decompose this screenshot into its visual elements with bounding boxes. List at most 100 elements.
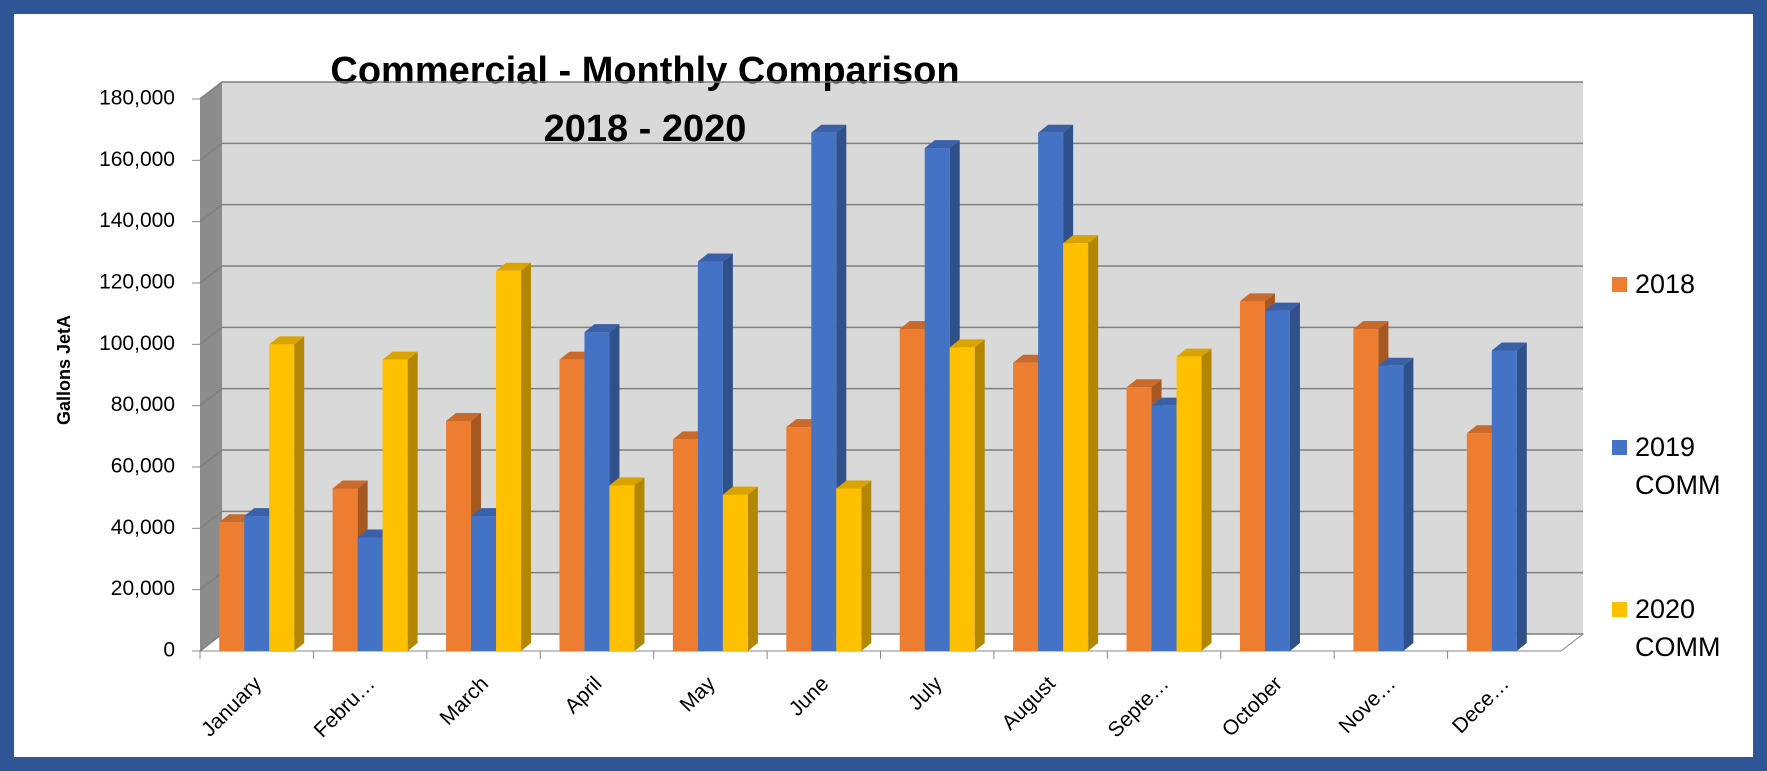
left-wall <box>200 82 222 651</box>
bar <box>1151 405 1177 651</box>
bar <box>811 132 837 651</box>
bar <box>722 494 748 651</box>
bar-side <box>861 480 872 651</box>
legend-label: 2018 <box>1635 269 1696 299</box>
bar-side <box>1201 348 1212 651</box>
bar <box>1239 301 1265 651</box>
y-axis-title: Gallons JetA <box>54 315 74 425</box>
bar-top <box>1239 293 1275 302</box>
y-tick-label: 40,000 <box>111 516 175 539</box>
bar-side <box>974 339 985 651</box>
grid-line-side <box>199 142 223 161</box>
bar-top <box>1176 348 1212 357</box>
bar-top <box>697 253 733 262</box>
bar <box>559 359 585 651</box>
grid-line-side <box>199 572 223 591</box>
grid-line-side <box>199 326 223 345</box>
bar-side <box>747 486 758 651</box>
bar <box>1466 433 1492 651</box>
bar <box>1038 132 1064 651</box>
bar <box>1353 329 1379 651</box>
bar-top <box>1264 302 1300 311</box>
bar <box>446 421 472 651</box>
bar <box>949 347 975 651</box>
y-tick-label: 60,000 <box>111 455 175 478</box>
legend-item: 2019 COMM <box>1612 428 1735 504</box>
legend-item: 2018 <box>1612 265 1735 303</box>
grid-line-side <box>199 633 223 652</box>
bar <box>1176 356 1202 651</box>
bar-side <box>407 351 418 651</box>
bar <box>357 537 383 651</box>
bar <box>244 516 270 651</box>
grid-line-side <box>199 265 223 284</box>
bar <box>609 485 635 651</box>
y-tick-label: 160,000 <box>99 148 175 171</box>
y-tick-label: 140,000 <box>99 209 175 232</box>
bar-top <box>446 413 482 421</box>
legend-swatch <box>1612 602 1627 617</box>
bar-top <box>1063 235 1099 244</box>
bar-side <box>1088 235 1099 651</box>
y-tick-label: 120,000 <box>99 271 175 294</box>
bar <box>786 427 812 651</box>
bar <box>1378 365 1404 651</box>
legend-swatch <box>1612 440 1627 455</box>
bar <box>332 488 358 651</box>
bar <box>1126 387 1152 651</box>
y-tick-label: 100,000 <box>99 332 175 355</box>
bar-top <box>924 140 960 149</box>
grid-line-side <box>199 388 223 407</box>
bar <box>836 488 862 651</box>
bar-top <box>1491 342 1527 351</box>
bar <box>496 270 522 651</box>
bar-side <box>1289 302 1300 651</box>
legend-label: 2019 COMM <box>1635 432 1721 500</box>
y-tick-label: 0 <box>163 639 175 662</box>
y-tick-label: 20,000 <box>111 577 175 600</box>
grid-line-side <box>199 449 223 468</box>
bar-top <box>1353 321 1389 329</box>
bar-top <box>609 477 645 486</box>
bar <box>697 261 723 651</box>
bar-top <box>949 339 985 348</box>
legend-label: 2020 COMM <box>1635 594 1721 662</box>
bar-top <box>496 262 532 271</box>
bar-top <box>722 486 758 495</box>
grid-line-side <box>199 204 223 223</box>
bar <box>269 344 295 651</box>
legend-swatch <box>1612 277 1627 292</box>
bar-top <box>1038 124 1074 133</box>
bar <box>1013 362 1039 651</box>
bar-top <box>1378 357 1414 366</box>
bar <box>924 148 950 652</box>
chart-title: Commercial - Monthly Comparison <box>330 50 959 92</box>
bar <box>382 359 408 651</box>
bar-top <box>332 480 368 489</box>
bar-side <box>521 262 532 651</box>
y-tick-label: 180,000 <box>99 87 175 110</box>
bar-side <box>1403 357 1414 651</box>
bar-side <box>294 336 305 651</box>
bar-top <box>584 324 620 333</box>
bar <box>584 332 610 651</box>
bar <box>1264 310 1290 651</box>
bar <box>1491 350 1517 651</box>
grid-line-side <box>199 81 223 100</box>
bar-top <box>1126 379 1162 388</box>
legend-item: 2020 COMM <box>1612 590 1735 666</box>
bar-top <box>269 336 305 345</box>
grid-line-side <box>199 510 223 529</box>
bar-side <box>1516 342 1527 651</box>
bar <box>471 516 497 651</box>
bar <box>219 522 245 651</box>
bar-side <box>634 477 645 651</box>
bar-top <box>836 480 872 489</box>
bar <box>1063 243 1089 651</box>
bar <box>672 439 698 651</box>
bar <box>899 329 925 651</box>
bar-top <box>811 124 847 133</box>
y-tick-label: 80,000 <box>111 393 175 416</box>
